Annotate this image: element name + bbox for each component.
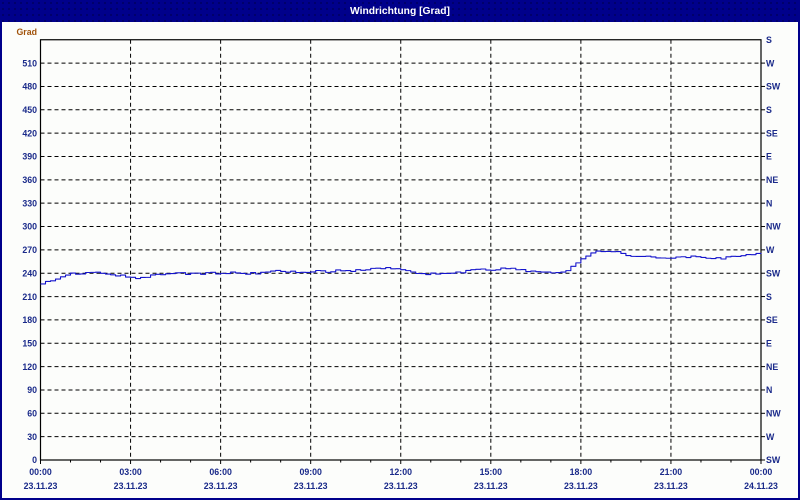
svg-text:23.11.23: 23.11.23	[114, 481, 148, 491]
svg-text:180: 180	[22, 315, 37, 325]
svg-text:E: E	[766, 338, 772, 348]
svg-text:NE: NE	[766, 175, 778, 185]
svg-text:60: 60	[27, 409, 37, 419]
svg-text:NW: NW	[766, 409, 781, 419]
svg-text:18:00: 18:00	[570, 467, 593, 477]
svg-text:S: S	[766, 35, 772, 45]
svg-text:23.11.23: 23.11.23	[384, 481, 418, 491]
svg-text:360: 360	[22, 175, 37, 185]
svg-text:SE: SE	[766, 128, 778, 138]
svg-text:120: 120	[22, 362, 37, 372]
svg-text:23.11.23: 23.11.23	[204, 481, 238, 491]
svg-text:09:00: 09:00	[299, 467, 322, 477]
svg-text:N: N	[766, 198, 772, 208]
svg-text:S: S	[766, 292, 772, 302]
svg-text:210: 210	[22, 292, 37, 302]
svg-text:SW: SW	[766, 82, 781, 92]
svg-text:90: 90	[27, 385, 37, 395]
svg-text:N: N	[766, 385, 772, 395]
svg-text:00:00: 00:00	[29, 467, 52, 477]
svg-text:24.11.23: 24.11.23	[744, 481, 778, 491]
svg-text:23.11.23: 23.11.23	[564, 481, 598, 491]
svg-text:510: 510	[22, 58, 37, 68]
svg-text:23.11.23: 23.11.23	[474, 481, 508, 491]
svg-text:12:00: 12:00	[390, 467, 413, 477]
svg-text:0: 0	[32, 455, 37, 465]
svg-text:03:00: 03:00	[119, 467, 142, 477]
svg-text:Grad: Grad	[16, 27, 37, 37]
svg-text:30: 30	[27, 432, 37, 442]
svg-text:SW: SW	[766, 455, 781, 465]
svg-text:420: 420	[22, 128, 37, 138]
svg-text:NE: NE	[766, 362, 778, 372]
svg-text:300: 300	[22, 222, 37, 232]
svg-text:240: 240	[22, 268, 37, 278]
svg-text:NW: NW	[766, 222, 781, 232]
svg-text:270: 270	[22, 245, 37, 255]
svg-text:330: 330	[22, 198, 37, 208]
svg-text:21:00: 21:00	[660, 467, 683, 477]
svg-text:390: 390	[22, 152, 37, 162]
svg-text:06:00: 06:00	[209, 467, 232, 477]
svg-text:15:00: 15:00	[480, 467, 503, 477]
svg-text:00:00: 00:00	[750, 467, 773, 477]
svg-text:150: 150	[22, 338, 37, 348]
svg-text:S: S	[766, 105, 772, 115]
svg-text:480: 480	[22, 82, 37, 92]
svg-text:SW: SW	[766, 268, 781, 278]
svg-text:W: W	[766, 432, 775, 442]
svg-text:23.11.23: 23.11.23	[294, 481, 328, 491]
svg-text:E: E	[766, 152, 772, 162]
svg-text:W: W	[766, 245, 775, 255]
svg-text:Windrichtung [Grad]: Windrichtung [Grad]	[350, 6, 450, 17]
svg-text:23.11.23: 23.11.23	[654, 481, 688, 491]
svg-text:W: W	[766, 58, 775, 68]
svg-text:450: 450	[22, 105, 37, 115]
svg-text:23.11.23: 23.11.23	[24, 481, 58, 491]
svg-text:SE: SE	[766, 315, 778, 325]
